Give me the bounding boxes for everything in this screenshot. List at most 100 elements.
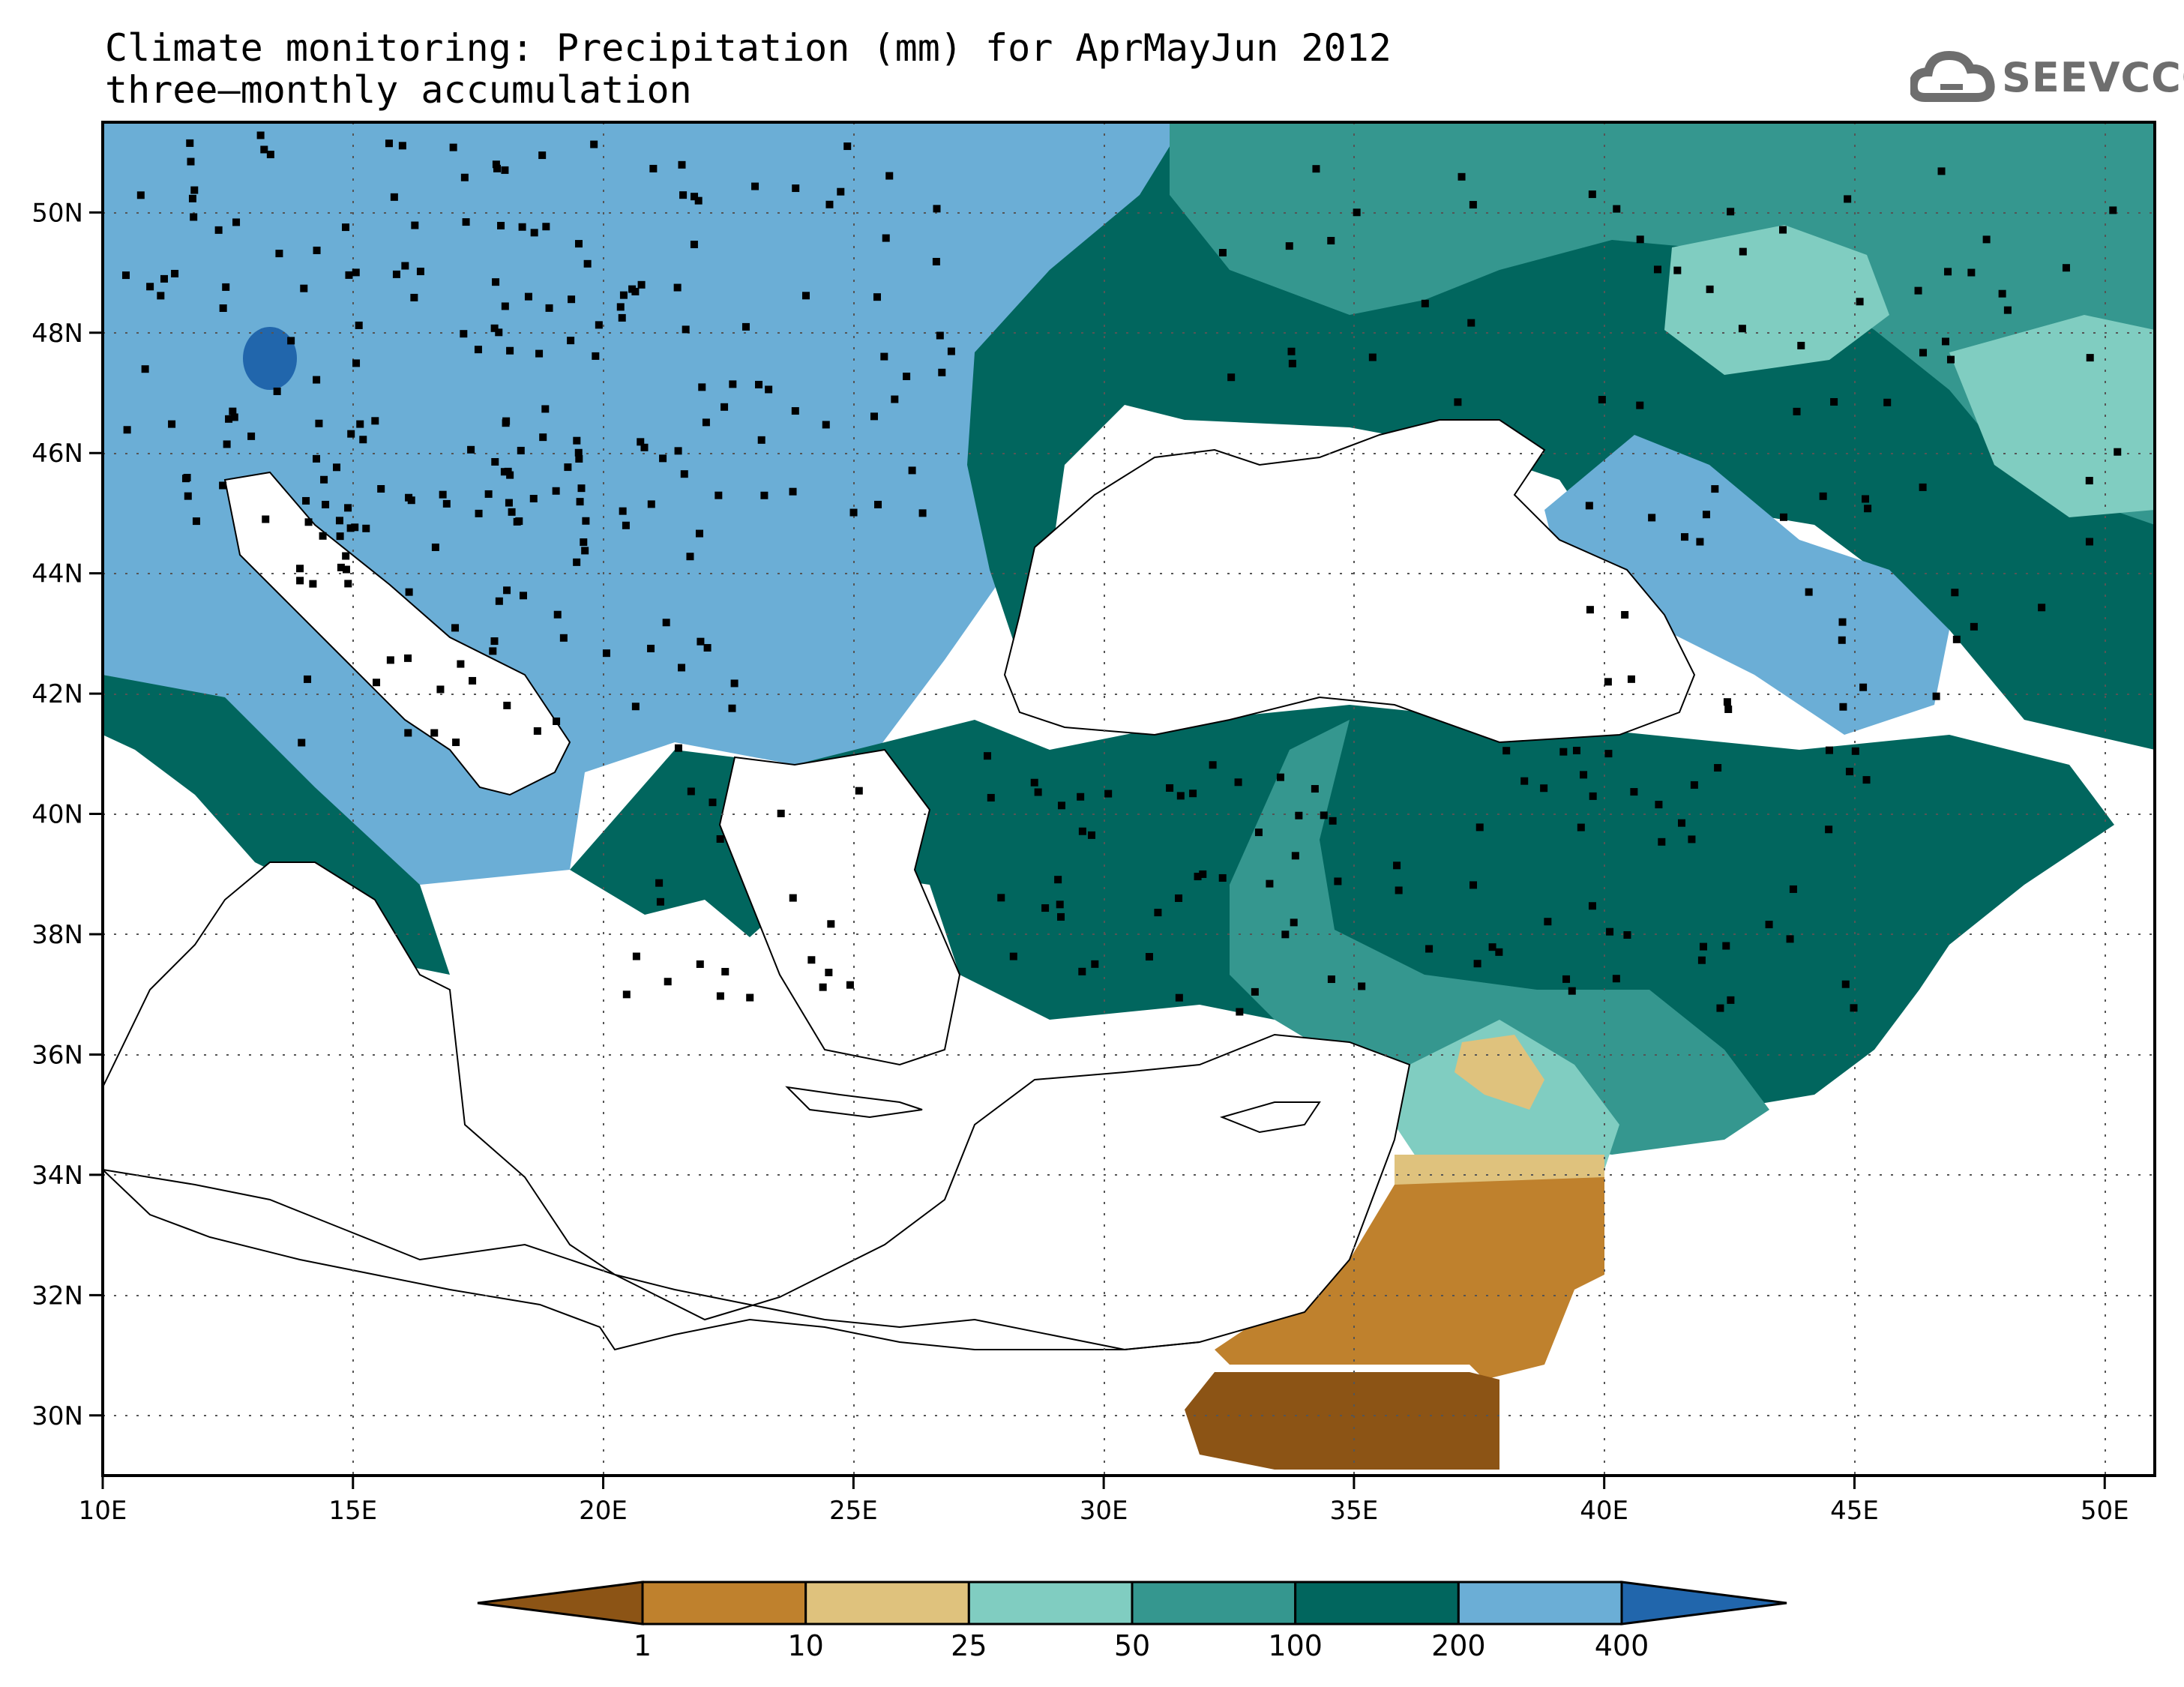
station-marker: [542, 223, 550, 231]
station-marker: [662, 619, 670, 627]
station-marker: [219, 481, 227, 490]
station-marker: [1588, 190, 1596, 199]
station-marker: [497, 221, 505, 229]
colorbar-label: 200: [1431, 1629, 1486, 1662]
station-marker: [538, 151, 547, 160]
station-marker: [302, 496, 310, 505]
station-marker: [568, 295, 576, 304]
station-marker: [673, 283, 682, 292]
colorbar-label: 50: [1114, 1629, 1150, 1662]
station-marker: [1030, 778, 1038, 787]
station-marker: [659, 454, 667, 463]
station-marker: [874, 500, 882, 508]
station-marker: [1041, 904, 1050, 912]
y-tick-label: 44N: [31, 559, 83, 589]
station-marker: [1998, 289, 2006, 298]
station-marker: [1941, 337, 1949, 346]
station-marker: [1077, 793, 1085, 801]
station-marker: [160, 274, 168, 283]
station-marker: [1540, 784, 1548, 793]
x-tick-label: 30E: [1080, 1496, 1128, 1526]
station-marker: [1805, 588, 1813, 596]
station-marker: [1495, 948, 1503, 956]
station-marker: [807, 956, 816, 964]
station-marker: [628, 285, 637, 293]
station-marker: [404, 654, 412, 662]
station-marker: [846, 981, 854, 989]
station-marker: [517, 446, 525, 454]
station-marker: [1598, 396, 1606, 404]
station-marker: [1786, 935, 1794, 943]
station-marker: [656, 897, 664, 906]
station-marker: [1967, 268, 1976, 277]
station-marker: [352, 268, 360, 277]
station-marker: [344, 504, 352, 512]
station-marker: [822, 421, 830, 429]
station-marker: [682, 325, 690, 334]
station-marker: [506, 346, 514, 355]
station-marker: [222, 283, 230, 291]
station-marker: [1054, 876, 1062, 884]
station-marker: [1724, 705, 1733, 713]
colorbar-extend-low: [477, 1581, 644, 1626]
station-marker: [1883, 398, 1892, 406]
station-marker: [300, 284, 308, 292]
station-marker: [1281, 930, 1290, 939]
colorbar-swatch: [967, 1581, 1134, 1626]
station-marker: [619, 291, 628, 299]
station-marker: [1078, 827, 1086, 835]
station-marker: [1266, 879, 1274, 888]
station-marker: [273, 387, 281, 395]
y-tick-label: 40N: [31, 800, 83, 830]
station-marker: [345, 271, 353, 279]
station-marker: [622, 990, 631, 999]
station-marker: [908, 466, 916, 475]
station-marker: [1779, 226, 1787, 234]
station-marker: [1623, 930, 1631, 939]
station-marker: [849, 508, 858, 517]
station-marker: [1475, 823, 1484, 832]
coastlines: [103, 1086, 1321, 1351]
sea-areas: [103, 419, 1696, 1351]
station-marker: [1353, 208, 1361, 217]
seevccc-logo: SEEVCCC: [1908, 45, 2184, 112]
station-marker: [190, 186, 199, 194]
station-marker: [1862, 495, 1870, 503]
station-marker: [1288, 359, 1296, 367]
station-marker: [1716, 1004, 1724, 1012]
station-marker: [825, 969, 833, 977]
station-marker: [1621, 610, 1629, 619]
station-marker: [1078, 967, 1086, 975]
station-marker: [1586, 606, 1594, 614]
station-marker: [1653, 265, 1661, 274]
station-marker: [351, 523, 359, 532]
x-tick-label: 20E: [579, 1496, 628, 1526]
station-marker: [1329, 817, 1337, 825]
station-marker: [1723, 698, 1731, 706]
station-marker: [344, 580, 352, 588]
station-marker: [789, 894, 797, 902]
station-marker: [2003, 306, 2012, 314]
station-marker: [219, 304, 227, 312]
mediterranean-sea: [103, 861, 1411, 1351]
station-marker: [342, 552, 350, 560]
station-marker: [313, 246, 321, 254]
station-marker: [337, 563, 345, 571]
precip-region-100-200-tr: [570, 705, 2114, 1110]
station-marker: [1251, 987, 1259, 996]
station-marker: [559, 634, 568, 642]
station-marker: [1838, 636, 1846, 644]
station-marker: [1856, 298, 1864, 306]
station-marker: [1690, 781, 1698, 789]
station-marker: [230, 413, 238, 421]
station-marker: [687, 787, 695, 796]
station-marker: [691, 193, 699, 201]
station-marker: [575, 454, 583, 463]
station-marker: [741, 322, 750, 331]
station-marker: [1706, 285, 1714, 293]
station-marker: [728, 704, 736, 712]
station-marker: [1520, 777, 1529, 785]
station-marker: [296, 565, 304, 573]
station-marker: [287, 337, 295, 345]
station-marker: [581, 547, 589, 555]
